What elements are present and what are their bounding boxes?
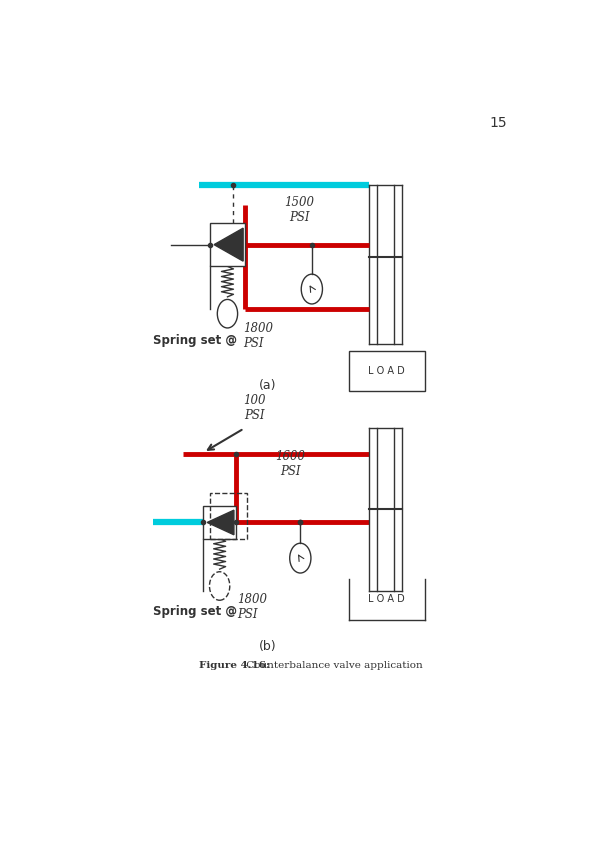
Polygon shape — [207, 510, 234, 535]
Bar — [349, 350, 425, 392]
Text: Counterbalance valve application: Counterbalance valve application — [243, 661, 422, 669]
Text: 1800
PSI: 1800 PSI — [243, 322, 273, 350]
Text: 1800
PSI: 1800 PSI — [237, 593, 267, 621]
Text: 15: 15 — [490, 116, 508, 130]
Text: 100
PSI: 100 PSI — [243, 394, 265, 422]
Text: Figure 4.16:: Figure 4.16: — [199, 661, 270, 669]
Text: 1500
PSI: 1500 PSI — [284, 196, 314, 224]
Bar — [203, 506, 236, 539]
Text: L O A D: L O A D — [368, 366, 405, 376]
Text: (b): (b) — [259, 641, 277, 653]
Text: L O A D: L O A D — [368, 594, 405, 605]
Text: Spring set @: Spring set @ — [153, 605, 241, 618]
Polygon shape — [214, 228, 243, 261]
Text: (a): (a) — [259, 379, 277, 392]
Bar — [211, 223, 245, 266]
Text: Spring set @: Spring set @ — [153, 334, 241, 348]
Text: 1600
PSI: 1600 PSI — [275, 450, 305, 478]
Bar — [211, 493, 248, 539]
